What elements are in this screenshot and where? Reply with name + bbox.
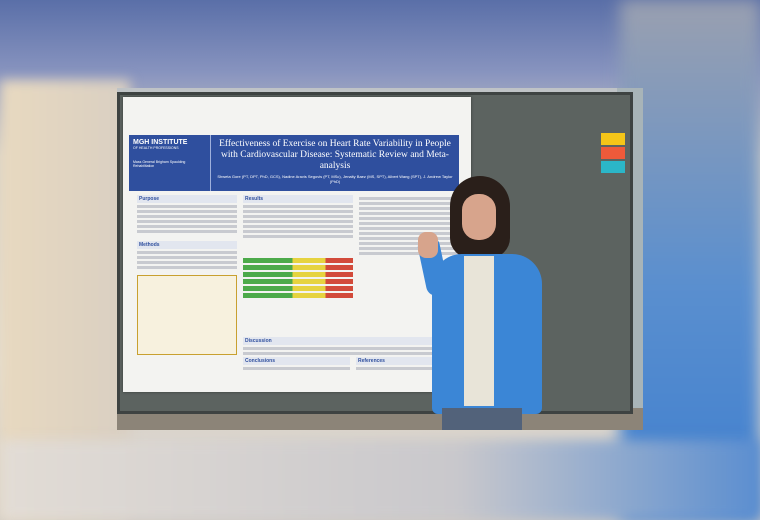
jeans (442, 408, 522, 430)
section-purpose: Purpose (137, 195, 237, 203)
poster-column-left: Purpose Methods (137, 195, 237, 355)
prisma-diagram (137, 275, 237, 355)
partner-name: Mass General Brigham Spaulding Rehabilit… (133, 160, 186, 168)
face (462, 194, 496, 240)
background-blur-right (620, 0, 760, 520)
institution-name: MGH INSTITUTE (133, 139, 188, 146)
institution-sub: OF HEALTH PROFESSIONS (133, 146, 179, 150)
section-conclusions: Conclusions (243, 357, 350, 365)
poster-bottom: Discussion Conclusions References (243, 337, 463, 372)
poster: MGH INSTITUTE OF HEALTH PROFESSIONS Mass… (123, 97, 471, 392)
sticky-notes (601, 133, 625, 175)
sticky-note-red (601, 147, 625, 159)
section-references: References (356, 357, 463, 365)
section-discussion: Discussion (243, 337, 463, 345)
sticky-note-yellow (601, 133, 625, 145)
poster-column-middle: Results (243, 195, 353, 300)
poster-title: Effectiveness of Exercise on Heart Rate … (219, 139, 451, 171)
poster-board: MGH INSTITUTE OF HEALTH PROFESSIONS Mass… (117, 92, 633, 414)
forest-plots (243, 258, 353, 298)
sticky-note-cyan (601, 161, 625, 173)
poster-authors: Shweta Gore (PT, DPT, PhD, GCS), Nadine … (217, 174, 453, 184)
section-methods: Methods (137, 241, 237, 249)
poster-column-right (359, 195, 459, 257)
photo: MGH INSTITUTE OF HEALTH PROFESSIONS Mass… (117, 88, 643, 430)
section-results: Results (243, 195, 353, 203)
hand (418, 232, 438, 258)
background-blur-bottom (0, 440, 760, 520)
institution-logo: MGH INSTITUTE OF HEALTH PROFESSIONS Mass… (129, 135, 211, 191)
presenter (416, 176, 552, 430)
poster-banner: MGH INSTITUTE OF HEALTH PROFESSIONS Mass… (129, 135, 459, 191)
shirt (464, 256, 494, 406)
